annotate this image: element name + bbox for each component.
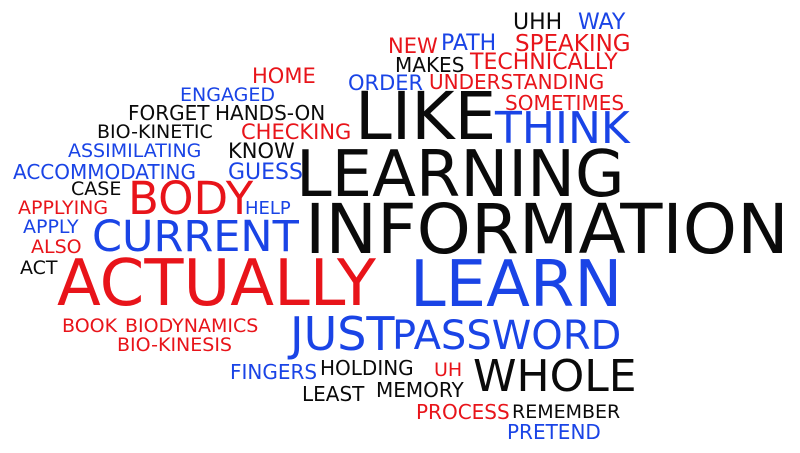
word-accommodating: ACCOMMODATING xyxy=(13,160,197,184)
word-guess: GUESS xyxy=(228,160,303,185)
word-uh: UH xyxy=(434,359,463,381)
word-remember: REMEMBER xyxy=(512,401,621,423)
word-uhh: UHH xyxy=(513,10,563,35)
word-information: INFORMATION xyxy=(305,190,789,270)
word-know: KNOW xyxy=(228,139,295,163)
word-applying: APPLYING xyxy=(18,197,109,219)
word-sometimes: SOMETIMES xyxy=(505,91,625,115)
word-apply: APPLY xyxy=(23,216,79,238)
word-makes: MAKES xyxy=(395,53,465,77)
word-new: NEW xyxy=(388,34,438,58)
word-biodynamics: BIODYNAMICS xyxy=(125,315,259,337)
word-understanding: UNDERSTANDING xyxy=(429,70,605,94)
word-holding: HOLDING xyxy=(320,356,414,380)
word-current: CURRENT xyxy=(92,212,299,262)
word-like: LIKE xyxy=(355,78,497,155)
word-think: THINK xyxy=(495,103,630,154)
word-forget: FORGET xyxy=(128,101,210,125)
word-fingers: FINGERS xyxy=(230,360,318,384)
word-learning: LEARNING xyxy=(296,138,625,212)
word-engaged: ENGAGED xyxy=(180,84,275,106)
word-book: BOOK xyxy=(62,315,118,337)
word-checking: CHECKING xyxy=(241,120,352,144)
word-help: HELP xyxy=(245,198,291,219)
word-least: LEAST xyxy=(302,382,365,406)
word-home: HOME xyxy=(252,64,316,88)
word-path: PATH xyxy=(441,31,497,56)
word-process: PROCESS xyxy=(416,400,510,424)
word-order: ORDER xyxy=(348,71,424,95)
word-speaking: SPEAKING xyxy=(515,31,631,57)
word-body: BODY xyxy=(128,172,254,225)
word-case: CASE xyxy=(71,178,122,200)
word-memory: MEMORY xyxy=(376,378,464,402)
word-whole: WHOLE xyxy=(473,351,637,402)
word-act: ACT xyxy=(20,257,58,279)
word-password: PASSWORD xyxy=(392,313,622,359)
word-bio-kinesis: BIO-KINESIS xyxy=(117,334,232,356)
word-way: WAY xyxy=(578,10,626,35)
word-assimilating: ASSIMILATING xyxy=(68,140,202,162)
word-just: JUST xyxy=(290,307,395,361)
word-also: ALSO xyxy=(31,236,82,258)
word-pretend: PRETEND xyxy=(507,420,601,444)
word-technically: TECHNICALLY xyxy=(470,50,618,75)
word-bio-kinetic: BIO-KINETIC xyxy=(97,121,213,143)
word-hands-on: HANDS-ON xyxy=(215,101,326,125)
word-actually: ACTUALLY xyxy=(57,247,376,321)
word-learn: LEARN xyxy=(410,248,623,322)
